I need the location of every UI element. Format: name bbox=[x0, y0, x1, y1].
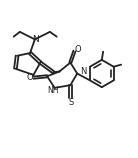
Text: O: O bbox=[75, 45, 81, 54]
Text: O: O bbox=[27, 73, 33, 82]
Text: NH: NH bbox=[47, 86, 59, 95]
Text: N: N bbox=[32, 35, 39, 44]
Text: N: N bbox=[80, 67, 86, 76]
Text: S: S bbox=[68, 98, 74, 107]
